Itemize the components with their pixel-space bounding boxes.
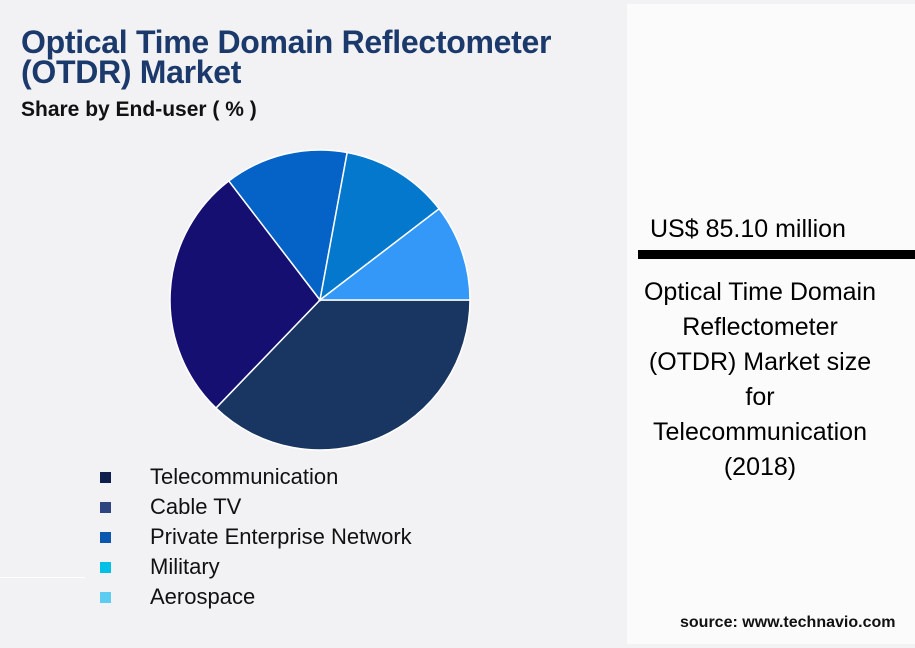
- legend-label: Military: [150, 554, 220, 579]
- market-size-description: Optical Time Domain Reflectometer (OTDR)…: [643, 278, 877, 481]
- legend-label: Cable TV: [150, 494, 242, 519]
- divider: [638, 250, 915, 259]
- legend-item-aerospace: Aerospace: [100, 582, 412, 612]
- legend-swatch-icon: [100, 471, 111, 483]
- divider: [0, 577, 85, 578]
- legend-item-private-enterprise-network: Private Enterprise Network: [100, 522, 412, 552]
- pie-slice-private-enterprise-network: [227, 149, 349, 302]
- side-panel: [627, 4, 915, 644]
- market-size-value: US$ 85.10 million: [650, 215, 846, 243]
- pie-slice-telecommunication: [214, 299, 471, 451]
- legend-label: Telecommunication: [150, 464, 339, 489]
- chart-legend: Telecommunication Cable TV Private Enter…: [100, 462, 412, 612]
- legend-item-telecommunication: Telecommunication: [100, 462, 412, 492]
- source-credit: source: www.technavio.com: [680, 614, 896, 631]
- legend-swatch-icon: [100, 501, 111, 513]
- legend-item-cable-tv: Cable TV: [100, 492, 412, 522]
- legend-swatch-icon: [100, 561, 111, 573]
- pie-slice-military: [318, 151, 441, 302]
- legend-item-military: Military: [100, 552, 412, 582]
- legend-label: Private Enterprise Network: [150, 524, 412, 549]
- legend-swatch-icon: [100, 531, 111, 543]
- legend-swatch-icon: [100, 591, 111, 603]
- chart-title: Optical Time Domain Reflectometer (OTDR)…: [21, 24, 552, 90]
- chart-subtitle: Share by End-user ( % ): [21, 98, 257, 121]
- legend-label: Aerospace: [150, 584, 256, 609]
- pie-slice-cable-tv: [169, 179, 321, 410]
- pie-slice-aerospace: [317, 207, 471, 301]
- pie-chart: [169, 149, 471, 451]
